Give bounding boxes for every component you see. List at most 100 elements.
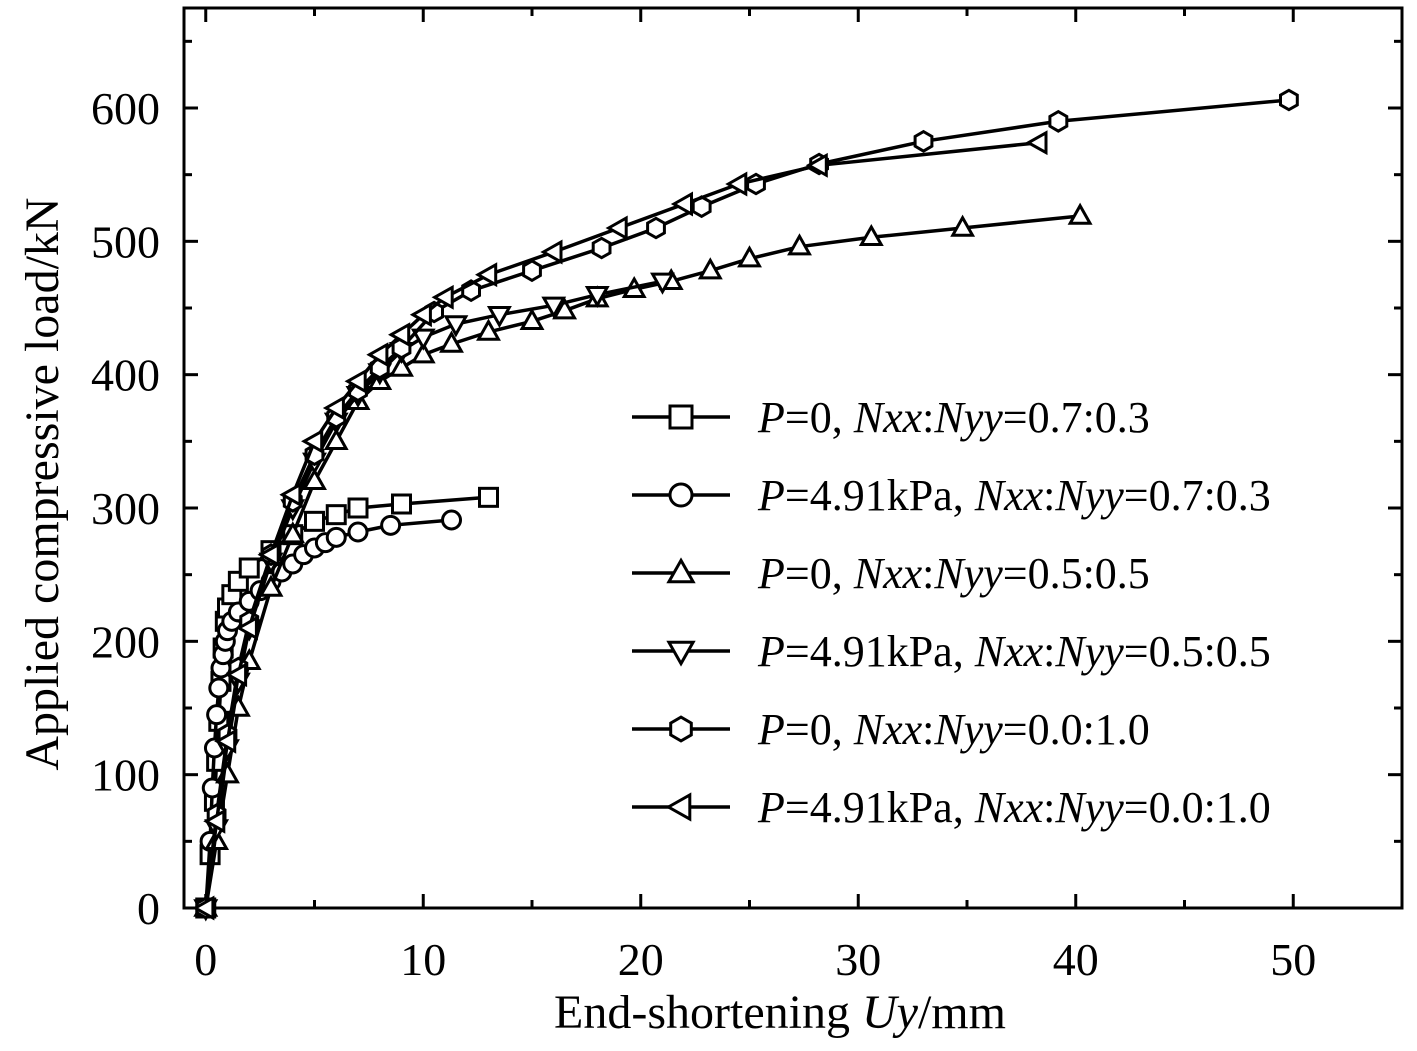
data-point bbox=[478, 486, 499, 508]
series-layer bbox=[192, 88, 1299, 922]
legend-marker bbox=[668, 482, 694, 508]
data-point bbox=[235, 615, 258, 641]
data-point bbox=[787, 233, 812, 256]
data-point bbox=[725, 171, 748, 197]
x-axis-ticks: 0 10 20 30 40 50 bbox=[194, 8, 1316, 985]
data-point bbox=[1048, 109, 1069, 133]
data-point bbox=[347, 497, 369, 519]
data-point bbox=[439, 330, 464, 353]
data-point bbox=[325, 526, 347, 548]
data-point bbox=[380, 514, 402, 536]
y-tick-label: 600 bbox=[91, 83, 160, 134]
legend-item: P=4.91kPa, Nxx:Nyy=0.7:0.3 bbox=[632, 471, 1271, 520]
series-6 bbox=[192, 130, 1048, 921]
data-point bbox=[410, 341, 436, 364]
data-point bbox=[279, 482, 302, 508]
data-point bbox=[301, 428, 324, 454]
data-point bbox=[541, 296, 567, 319]
data-point bbox=[323, 427, 349, 450]
x-tick-label: 30 bbox=[835, 934, 881, 985]
data-point bbox=[1067, 202, 1093, 225]
data-point bbox=[552, 297, 578, 320]
data-point bbox=[475, 262, 498, 288]
data-point bbox=[646, 216, 666, 240]
legend-label: P=0, Nxx:Nyy=0.0:1.0 bbox=[757, 705, 1150, 754]
data-point bbox=[304, 510, 325, 532]
data-point bbox=[409, 302, 432, 328]
y-axis-title: Applied compressive load/kN bbox=[16, 197, 69, 770]
legend-item: P=0, Nxx:Nyy=0.5:0.5 bbox=[632, 549, 1150, 598]
legend-marker bbox=[665, 792, 692, 822]
data-point bbox=[737, 245, 762, 268]
legend-label: P=4.91kPa, Nxx:Nyy=0.5:0.5 bbox=[757, 627, 1271, 676]
data-point bbox=[258, 574, 284, 597]
data-point bbox=[257, 542, 280, 568]
data-point bbox=[302, 467, 327, 490]
data-point bbox=[443, 315, 469, 338]
data-point bbox=[410, 328, 436, 351]
data-point bbox=[280, 521, 306, 544]
y-tick-label: 400 bbox=[91, 350, 160, 401]
data-point bbox=[540, 239, 563, 265]
data-point bbox=[476, 318, 501, 341]
data-point bbox=[322, 395, 345, 421]
data-point bbox=[224, 662, 248, 688]
data-point bbox=[388, 322, 411, 348]
legend-label: P=0, Nxx:Nyy=0.5:0.5 bbox=[757, 549, 1150, 598]
y-tick-label: 300 bbox=[91, 483, 160, 534]
data-point bbox=[325, 504, 347, 526]
x-tick-label: 50 bbox=[1270, 934, 1316, 985]
data-point bbox=[591, 236, 612, 260]
y-axis-ticks: 0 100 200 300 400 500 600 bbox=[91, 39, 1402, 934]
legend-marker bbox=[666, 640, 696, 667]
data-point bbox=[913, 129, 934, 153]
data-point bbox=[950, 214, 976, 237]
data-point bbox=[605, 215, 628, 241]
data-point bbox=[584, 286, 610, 309]
data-point bbox=[1025, 130, 1048, 156]
data-point bbox=[347, 521, 369, 543]
x-tick-label: 0 bbox=[194, 934, 217, 985]
data-point bbox=[203, 808, 226, 834]
legend-label: P=4.91kPa, Nxx:Nyy=0.0:1.0 bbox=[757, 783, 1271, 832]
data-point bbox=[366, 342, 389, 368]
legend: P=0, Nxx:Nyy=0.7:0.3 P=4.91kPa, Nxx:Nyy=0… bbox=[632, 393, 1271, 832]
data-point bbox=[486, 306, 512, 329]
legend-label: P=0, Nxx:Nyy=0.7:0.3 bbox=[757, 393, 1150, 442]
x-tick-label: 10 bbox=[400, 934, 446, 985]
data-point bbox=[206, 704, 228, 726]
data-point bbox=[670, 191, 693, 217]
data-point bbox=[391, 493, 412, 515]
y-tick-label: 500 bbox=[91, 216, 160, 267]
plot-frame bbox=[182, 6, 1404, 910]
data-point bbox=[238, 557, 260, 579]
legend-marker bbox=[666, 557, 696, 584]
legend-item: P=0, Nxx:Nyy=0.7:0.3 bbox=[632, 393, 1150, 442]
legend-marker bbox=[669, 715, 693, 743]
legend-item: P=4.91kPa, Nxx:Nyy=0.0:1.0 bbox=[632, 783, 1271, 832]
data-point bbox=[192, 895, 215, 921]
data-point bbox=[805, 152, 828, 178]
data-point bbox=[389, 354, 414, 377]
x-axis-title: End-shortening Uy/mm bbox=[554, 986, 1006, 1039]
data-point bbox=[858, 223, 884, 246]
data-point bbox=[344, 368, 367, 394]
plot-border bbox=[182, 6, 1404, 910]
data-point bbox=[522, 259, 542, 283]
data-point bbox=[697, 257, 723, 280]
x-tick-label: 40 bbox=[1053, 934, 1099, 985]
data-point bbox=[519, 307, 545, 330]
legend-label: P=4.91kPa, Nxx:Nyy=0.7:0.3 bbox=[757, 471, 1271, 520]
data-point bbox=[431, 284, 454, 310]
data-point bbox=[1279, 88, 1299, 112]
data-point bbox=[208, 677, 230, 699]
legend-item: P=0, Nxx:Nyy=0.0:1.0 bbox=[632, 705, 1150, 754]
y-tick-label: 200 bbox=[91, 616, 160, 667]
data-point bbox=[650, 272, 675, 295]
data-point bbox=[214, 728, 237, 754]
y-tick-label: 100 bbox=[91, 750, 160, 801]
data-point bbox=[441, 509, 463, 531]
legend-item: P=4.91kPa, Nxx:Nyy=0.5:0.5 bbox=[632, 627, 1271, 676]
legend-marker bbox=[668, 404, 694, 430]
